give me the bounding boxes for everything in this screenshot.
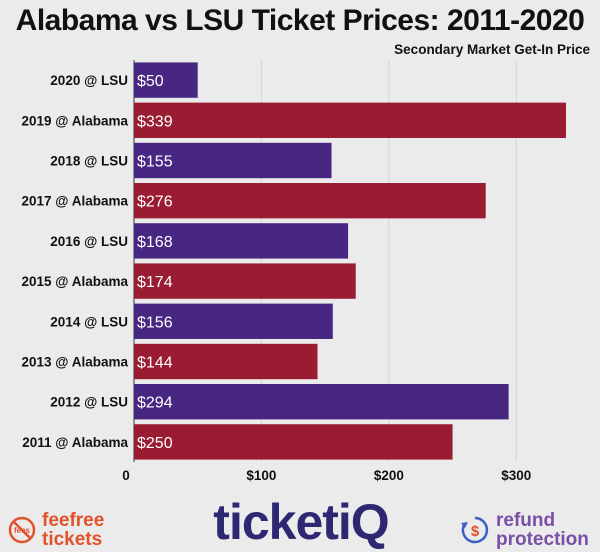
feefree-line2: tickets (42, 529, 103, 550)
bar-value-label: $144 (137, 355, 173, 372)
x-tick-label: $100 (246, 468, 276, 483)
bar-value-label: $168 (137, 234, 173, 251)
category-label: 2016 @ LSU (50, 234, 128, 249)
x-tick-label: $300 (501, 468, 531, 483)
feefree-line1: feefree (42, 510, 105, 531)
chart-subtitle: Secondary Market Get-In Price (394, 42, 590, 57)
bar-value-label: $174 (137, 274, 173, 291)
category-label: 2018 @ LSU (50, 154, 128, 169)
category-label: 2011 @ Alabama (22, 435, 128, 450)
bar-value-label: $294 (137, 395, 173, 412)
ticketiq-logo: ticketiQ (213, 494, 389, 550)
category-label: 2013 @ Alabama (22, 355, 129, 370)
bar (134, 183, 486, 219)
bars: $50 $339 $155 $276 $168 $174 $156 $144 $294 $250 (134, 62, 566, 460)
bar (134, 303, 333, 339)
bar-chart: $50$339$155$276$168$174$156$144$294$250 … (22, 60, 566, 483)
bar (134, 343, 318, 380)
category-label: 2015 @ Alabama (22, 274, 129, 289)
x-tick-label: 0 (122, 468, 130, 483)
category-label: 2014 @ LSU (50, 314, 128, 329)
bar-value-label: $156 (137, 314, 173, 331)
bar (134, 424, 453, 460)
bar (134, 62, 198, 98)
no-fees-icon: fees (8, 516, 36, 544)
category-label: 2020 @ LSU (50, 73, 128, 88)
category-labels: 2020 @ LSU 2019 @ Alabama 2018 @ LSU 2017 @… (22, 73, 129, 450)
bar-value-label: $155 (137, 154, 173, 171)
feefree-tickets-logo: fees feefree tickets (8, 502, 104, 552)
bar (134, 384, 509, 420)
bar-value-label: $276 (137, 194, 173, 211)
category-label: 2019 @ Alabama (22, 113, 129, 128)
category-label: 2017 @ Alabama (22, 194, 129, 209)
dollar-refresh-icon: $ (461, 516, 489, 544)
bar (134, 263, 356, 299)
x-tick-label: $200 (374, 468, 404, 483)
chart-title: Alabama vs LSU Ticket Prices: 2011-2020 (15, 4, 585, 37)
x-axis-ticks: 0 $100 $200 $300 (122, 468, 531, 483)
svg-text:$: $ (471, 523, 480, 540)
refund-line1: refund (496, 510, 556, 531)
bar (134, 142, 332, 179)
bar (134, 223, 349, 259)
bar-value-label: $250 (137, 435, 173, 452)
refund-protection-logo: $ refund protection (460, 502, 589, 552)
bar-value-label: $50 (137, 73, 164, 90)
refund-line2: protection (496, 529, 589, 550)
bar (134, 102, 566, 138)
bar-value-label: $339 (137, 113, 173, 130)
category-label: 2012 @ LSU (50, 395, 128, 410)
